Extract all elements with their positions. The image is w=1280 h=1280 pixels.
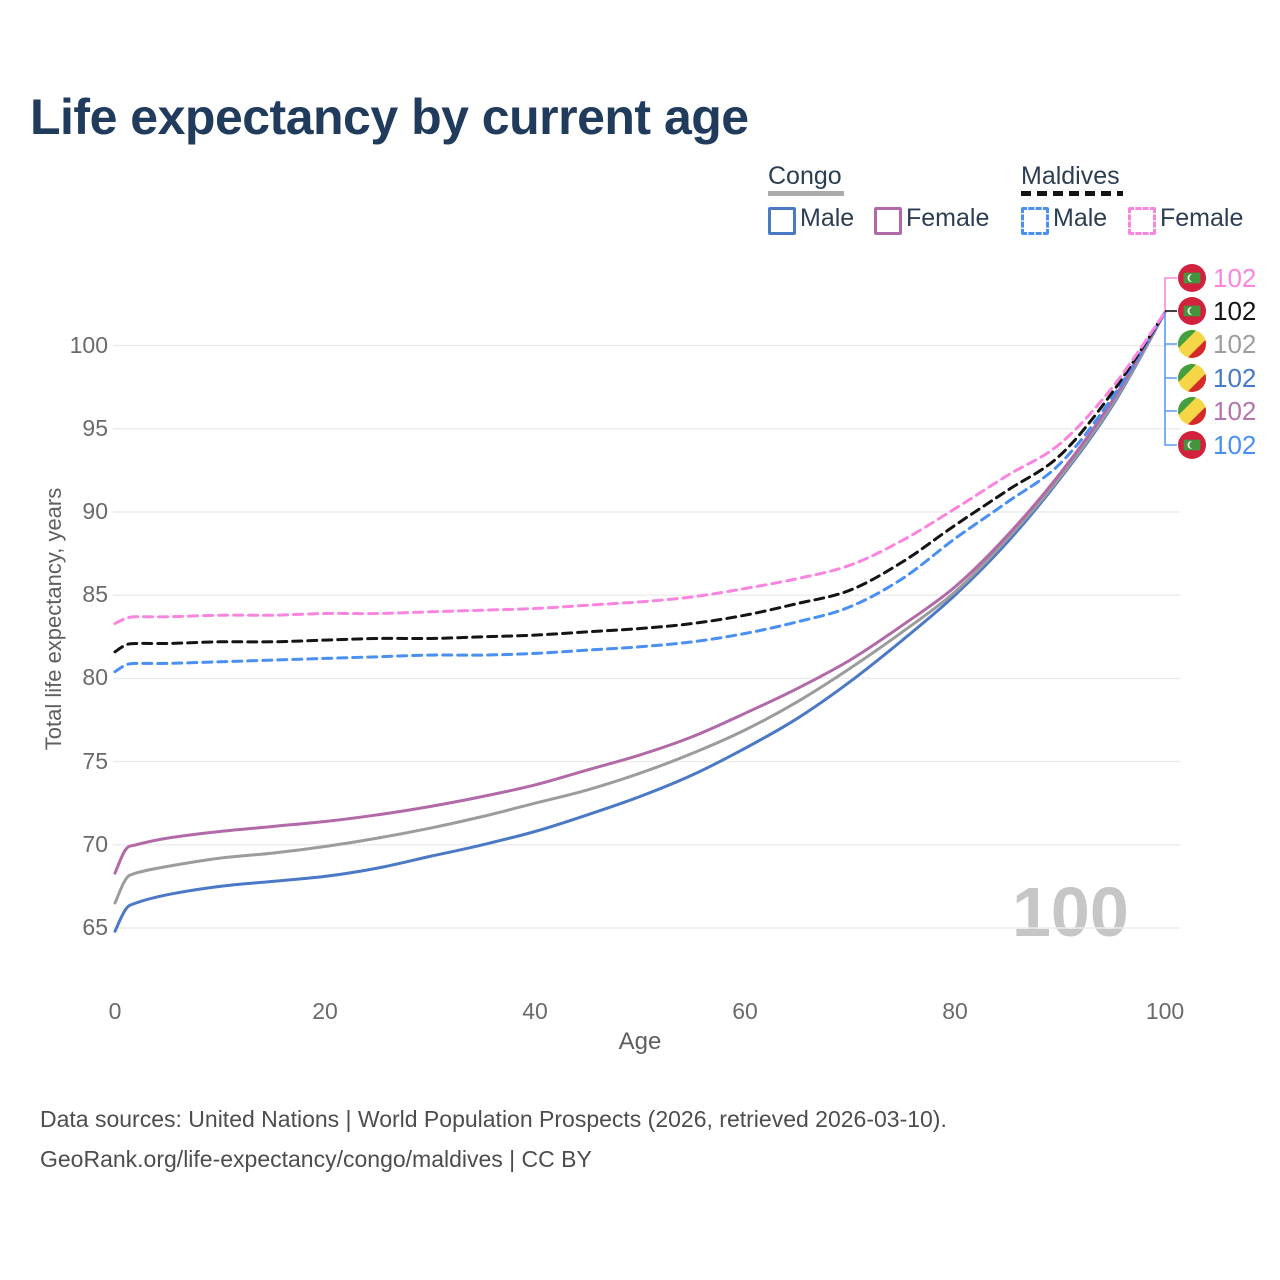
series-line-maldives_female bbox=[113, 310, 1167, 625]
y-tick-label-100: 100 bbox=[69, 331, 108, 358]
congo-flag-icon bbox=[1178, 397, 1206, 425]
leader-bracket bbox=[1164, 313, 1177, 446]
end-value-maldives_both: 102 bbox=[1213, 296, 1257, 326]
attribution-text: GeoRank.org/life-expectancy/congo/maldiv… bbox=[40, 1146, 592, 1172]
legend-item-congo-female[interactable]: Female bbox=[906, 204, 990, 232]
end-value-maldives_male: 102 bbox=[1213, 430, 1257, 460]
y-tick-label-70: 70 bbox=[82, 830, 108, 857]
end-label-congo_both: 102 bbox=[1178, 330, 1256, 358]
series-line-maldives_male bbox=[113, 310, 1167, 674]
end-label-maldives_both: 102 bbox=[1178, 297, 1256, 325]
maldives-flag-icon bbox=[1178, 431, 1206, 459]
maldives-line-style-sample bbox=[1021, 191, 1123, 196]
maldives-flag-icon bbox=[1178, 297, 1206, 325]
end-label-maldives_female: 102 bbox=[1178, 264, 1256, 292]
congo-flag-icon bbox=[1178, 330, 1206, 358]
page-title: Life expectancy by current age bbox=[30, 89, 749, 145]
legend-swatch-maldives-male-icon[interactable] bbox=[1021, 207, 1049, 235]
legend-item-congo-male[interactable]: Male bbox=[800, 204, 855, 232]
end-label-congo_female: 102 bbox=[1178, 397, 1256, 425]
x-tick-label-0: 0 bbox=[108, 998, 122, 1024]
y-tick-label-85: 85 bbox=[82, 581, 108, 608]
x-axis-title: Age bbox=[618, 1028, 662, 1055]
end-value-congo_male: 102 bbox=[1213, 363, 1257, 393]
series-line-congo_both bbox=[113, 310, 1167, 905]
end-value-congo_both: 102 bbox=[1213, 329, 1257, 359]
legend-item-maldives-female[interactable]: Female bbox=[1160, 204, 1244, 232]
leader-maldives-female bbox=[1164, 277, 1177, 311]
congo-line-style-sample bbox=[768, 191, 844, 196]
congo-flag-icon bbox=[1178, 364, 1206, 392]
y-tick-label-95: 95 bbox=[82, 414, 108, 441]
data-source-text: Data sources: United Nations | World Pop… bbox=[40, 1106, 947, 1132]
x-tick-label-80: 80 bbox=[942, 998, 968, 1024]
y-tick-label-90: 90 bbox=[82, 498, 108, 524]
legend-swatch-congo-male-icon[interactable] bbox=[768, 207, 796, 235]
legend-group-maldives: Maldives bbox=[1021, 162, 1120, 190]
legend-swatch-congo-female-icon[interactable] bbox=[874, 207, 902, 235]
legend-swatch-maldives-female-icon[interactable] bbox=[1128, 207, 1156, 235]
maldives-flag-icon bbox=[1178, 264, 1206, 292]
series-line-congo_male bbox=[113, 310, 1167, 933]
series-line-congo_female bbox=[113, 310, 1167, 875]
x-tick-label-60: 60 bbox=[732, 998, 758, 1024]
x-tick-label-100: 100 bbox=[1145, 998, 1185, 1024]
current-age-watermark: 100 bbox=[1012, 873, 1129, 951]
end-value-congo_female: 102 bbox=[1213, 396, 1257, 426]
x-tick-label-40: 40 bbox=[522, 998, 548, 1024]
legend-group-congo: Congo bbox=[768, 162, 842, 190]
series-line-maldives_both bbox=[113, 310, 1167, 654]
end-label-maldives_male: 102 bbox=[1178, 431, 1256, 459]
x-tick-label-20: 20 bbox=[312, 998, 338, 1024]
end-label-congo_male: 102 bbox=[1178, 364, 1256, 392]
legend-item-maldives-male[interactable]: Male bbox=[1053, 204, 1108, 232]
y-tick-label-75: 75 bbox=[82, 747, 108, 774]
y-tick-label-80: 80 bbox=[82, 664, 108, 691]
y-tick-label-65: 65 bbox=[82, 914, 108, 940]
end-value-maldives_female: 102 bbox=[1213, 263, 1257, 293]
